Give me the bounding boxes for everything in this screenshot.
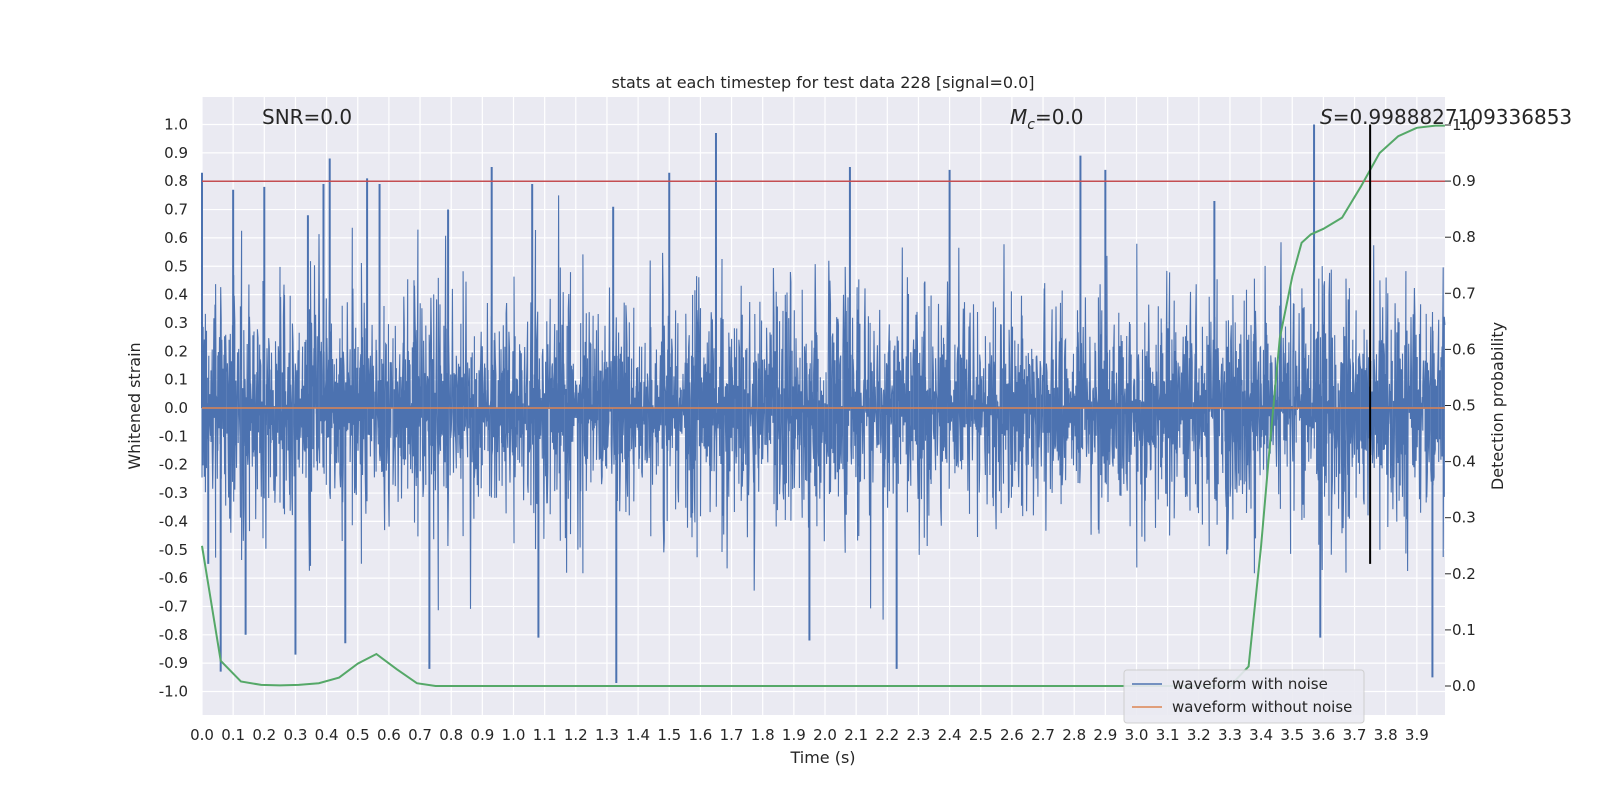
y2-tick-label: 0.5 xyxy=(1452,397,1476,415)
y2-tick-label: 1.0 xyxy=(1452,116,1476,134)
x-tick-label: 2.5 xyxy=(969,726,993,744)
x-tick-label: 3.0 xyxy=(1125,726,1149,744)
x-tick-label: 1.3 xyxy=(595,726,619,744)
x-tick-label: 1.6 xyxy=(688,726,712,744)
legend-box xyxy=(1123,669,1365,724)
waveform-with-noise-series xyxy=(201,124,1446,683)
x-tick-label: 2.0 xyxy=(813,726,837,744)
x-tick-label: 3.6 xyxy=(1311,726,1335,744)
x-tick-label: 0.1 xyxy=(221,726,245,744)
x-tick-label: 3.8 xyxy=(1374,726,1398,744)
x-tick-label: 2.2 xyxy=(875,726,899,744)
x-tick-label: 3.3 xyxy=(1218,726,1242,744)
x-tick-label: 3.4 xyxy=(1249,726,1273,744)
y2-tick-label: 0.1 xyxy=(1452,621,1476,639)
y2-tick-labels: 1.0 0.9 0.8 0.7 0.6 0.5 0.4 0.3 0.2 0.1 0.0 xyxy=(1445,116,1476,695)
y-tick-label: -0.2 xyxy=(159,456,188,474)
x-tick-label: 1.7 xyxy=(720,726,744,744)
legend-label-clean: waveform without noise xyxy=(1172,698,1352,716)
detection-probability-line xyxy=(201,124,1445,687)
statistic-annotation: S=0.9988827109336853 xyxy=(1320,105,1572,129)
y2-tick-label: 0.9 xyxy=(1452,172,1476,190)
y2-tick-label: 0.0 xyxy=(1452,677,1476,695)
y-tick-label: 0.3 xyxy=(164,314,188,332)
y-tick-label: 0.5 xyxy=(164,257,188,275)
x-tick-label: 0.4 xyxy=(315,726,339,744)
y2-tick-label: 0.6 xyxy=(1452,340,1476,358)
chart-title: stats at each timestep for test data 228… xyxy=(611,73,1034,92)
x-tick-label: 1.9 xyxy=(782,726,806,744)
y-axis-label: Whitened strain xyxy=(125,342,144,469)
x-tick-label: 3.2 xyxy=(1187,726,1211,744)
y-tick-label: 0.4 xyxy=(164,286,188,304)
x-tick-label: 3.5 xyxy=(1280,726,1304,744)
x-tick-label: 1.0 xyxy=(502,726,526,744)
legend-label-noise: waveform with noise xyxy=(1172,675,1328,693)
x-tick-label: 2.7 xyxy=(1031,726,1055,744)
y-tick-label: -0.3 xyxy=(159,484,188,502)
x-tick-label: 2.8 xyxy=(1062,726,1086,744)
y-tick-label: 1.0 xyxy=(164,116,188,134)
y-tick-label: -0.6 xyxy=(159,569,188,587)
y2-tick-label: 0.2 xyxy=(1452,565,1476,583)
y-tick-label: -0.9 xyxy=(159,654,188,672)
y-tick-label: 0.7 xyxy=(164,201,188,219)
y2-tick-label: 0.8 xyxy=(1452,228,1476,246)
y-tick-label: 0.2 xyxy=(164,342,188,360)
y-tick-label: -0.7 xyxy=(159,597,188,615)
x-tick-label: 0.3 xyxy=(284,726,308,744)
x-tick-label: 0.5 xyxy=(346,726,370,744)
x-tick-label: 3.1 xyxy=(1156,726,1180,744)
x-tick-labels: 0.0 0.1 0.2 0.3 0.4 0.5 0.6 0.7 0.8 0.9 1.0 1.1 1.2 1… xyxy=(190,726,1429,744)
x-tick-label: 2.4 xyxy=(938,726,962,744)
y2-tick-label: 0.4 xyxy=(1452,453,1476,471)
y-tick-label: 0.0 xyxy=(164,399,188,417)
x-axis-label: Time (s) xyxy=(789,748,855,767)
y-tick-label: -0.8 xyxy=(159,626,188,644)
x-tick-label: 0.9 xyxy=(470,726,494,744)
x-tick-label: 3.7 xyxy=(1343,726,1367,744)
y-tick-label: -0.5 xyxy=(159,541,188,559)
y-tick-label: 0.8 xyxy=(164,172,188,190)
x-tick-label: 0.6 xyxy=(377,726,401,744)
waveform-with-noise-path xyxy=(201,195,1446,620)
y2-axis-label: Detection probability xyxy=(1488,322,1507,490)
y-tick-label: 0.1 xyxy=(164,371,188,389)
chirp-mass-annotation: Mc=0.0 xyxy=(1010,105,1084,133)
y-tick-labels: 1.0 0.9 0.8 0.7 0.6 0.5 0.4 0.3 0.2 0.1 0.0 -0.1 -0.… xyxy=(159,116,188,701)
snr-annotation: SNR=0.0 xyxy=(262,105,352,129)
x-tick-label: 0.0 xyxy=(190,726,214,744)
x-tick-label: 2.1 xyxy=(844,726,868,744)
x-tick-label: 2.6 xyxy=(1000,726,1024,744)
y2-tick-label: 0.3 xyxy=(1452,509,1476,527)
x-tick-label: 3.9 xyxy=(1405,726,1429,744)
y-tick-label: 0.9 xyxy=(164,144,188,162)
x-tick-label: 2.9 xyxy=(1093,726,1117,744)
y-tick-label: 0.6 xyxy=(164,229,188,247)
x-tick-label: 1.5 xyxy=(657,726,681,744)
y-tick-label: -1.0 xyxy=(159,683,188,701)
y-tick-label: -0.1 xyxy=(159,427,188,445)
x-tick-label: 0.8 xyxy=(439,726,463,744)
x-tick-label: 1.2 xyxy=(564,726,588,744)
x-tick-label: 1.4 xyxy=(626,726,650,744)
y2-tick-label: 0.7 xyxy=(1452,284,1476,302)
y-tick-label: -0.4 xyxy=(159,512,188,530)
x-tick-label: 0.7 xyxy=(408,726,432,744)
x-tick-label: 2.3 xyxy=(907,726,931,744)
x-tick-label: 0.2 xyxy=(252,726,276,744)
legend: waveform with noise waveform without noi… xyxy=(1123,669,1365,724)
x-tick-label: 1.8 xyxy=(751,726,775,744)
x-tick-label: 1.1 xyxy=(533,726,557,744)
